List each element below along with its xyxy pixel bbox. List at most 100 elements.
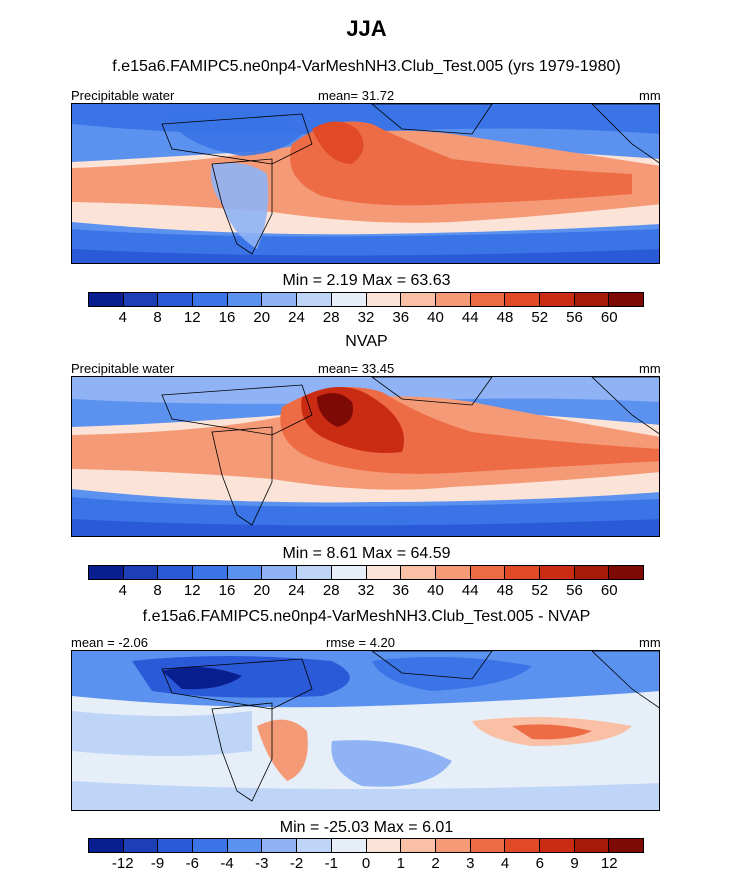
cbar-box	[574, 839, 610, 852]
cbar-box	[193, 293, 228, 306]
tick-label: -3	[255, 855, 269, 872]
panel-3-map-field	[72, 651, 659, 810]
cbar-box	[158, 293, 194, 306]
panel-2-mean-label: mean= 33.45	[318, 361, 395, 376]
panel-1-colorbar	[88, 292, 644, 307]
cbar-box	[539, 839, 575, 852]
cbar-box	[89, 839, 124, 852]
tick-label: 3	[466, 855, 475, 872]
cbar-box	[123, 839, 159, 852]
cbar-box	[366, 566, 402, 579]
panel-1-map-field	[72, 104, 659, 263]
cbar-box	[227, 839, 263, 852]
cbar-box	[262, 293, 298, 306]
cbar-box	[435, 293, 471, 306]
panel-3-colorbar	[88, 838, 644, 853]
tick-label: -9	[150, 855, 165, 872]
panel-3-units-label: mm	[639, 635, 661, 650]
tick-label: 48	[496, 582, 514, 599]
cbar-box	[331, 293, 367, 306]
cbar-box	[470, 566, 506, 579]
panel-2-title: NVAP	[345, 333, 388, 350]
cbar-box	[158, 566, 194, 579]
cbar-box	[505, 839, 540, 852]
cbar-box	[123, 293, 159, 306]
panel-2-map-field	[72, 377, 659, 536]
tick-label: 40	[427, 582, 444, 599]
tick-label: -2	[289, 855, 304, 872]
cbar-box	[297, 566, 332, 579]
panel-2-minmax: Min = 8.61 Max = 64.59	[282, 545, 451, 562]
tick-label: 36	[392, 582, 410, 599]
panel-3-minmax: Min = -25.03 Max = 6.01	[279, 819, 454, 836]
tick-label: 44	[461, 309, 479, 326]
tick-label: -4	[220, 855, 234, 872]
cbar-box	[401, 566, 436, 579]
tick-label: 0	[361, 855, 371, 872]
tick-label: 8	[153, 582, 162, 599]
cbar-box	[227, 566, 263, 579]
cbar-box	[297, 839, 332, 852]
panel-2-colorbar-labels: 4 8 12 16 20 24 28 32 36 40 44 48 52 56 …	[88, 582, 644, 600]
panel-3-rmse-label: rmse = 4.20	[326, 635, 396, 650]
tick-label: 4	[118, 309, 127, 326]
cbar-box	[262, 839, 298, 852]
cbar-box	[609, 839, 643, 852]
tick-label: 12	[183, 582, 201, 599]
cbar-box	[539, 566, 575, 579]
tick-label: 8	[153, 309, 162, 326]
panel-2-left-label: Precipitable water	[71, 361, 175, 376]
tick-label: 24	[288, 309, 305, 326]
cbar-box	[609, 566, 643, 579]
tick-label: 1	[396, 855, 405, 872]
tick-label: 32	[357, 309, 375, 326]
cbar-box	[574, 566, 610, 579]
panel-3-title: f.e15a6.FAMIPC5.ne0np4-VarMeshNH3.Club_T…	[142, 608, 591, 625]
panel-1-left-label: Precipitable water	[71, 88, 175, 103]
tick-label: 36	[392, 309, 410, 326]
tick-label: 6	[535, 855, 544, 872]
tick-label: 12	[600, 855, 618, 872]
cbar-box	[435, 839, 471, 852]
panel-1-map	[71, 103, 660, 264]
cbar-box	[505, 293, 540, 306]
panel-1-minmax: Min = 2.19 Max = 63.63	[282, 272, 451, 289]
tick-label: 12	[183, 309, 201, 326]
cbar-box	[366, 839, 402, 852]
tick-label: 56	[566, 582, 583, 599]
tick-label: 20	[253, 309, 271, 326]
panel-1-mean-label: mean= 31.72	[318, 88, 395, 103]
panel-3-colorbar-labels: -12 -9 -6 -4 -3 -2 -1 0 1 2 3 4 6 9 12	[88, 855, 644, 873]
cbar-box	[505, 566, 540, 579]
panel-2-colorbar	[88, 565, 644, 580]
tick-label: -6	[185, 855, 199, 872]
panel-2-units-label: mm	[639, 361, 661, 376]
cbar-box	[262, 566, 298, 579]
cbar-box	[89, 293, 124, 306]
cbar-box	[470, 293, 506, 306]
tick-label: 60	[600, 582, 618, 599]
tick-label: 16	[218, 309, 236, 326]
tick-label: 20	[253, 582, 271, 599]
tick-label: -12	[111, 855, 134, 872]
tick-label: 32	[357, 582, 375, 599]
panel-2-map	[71, 376, 660, 537]
tick-label: 52	[531, 582, 549, 599]
cbar-box	[366, 293, 402, 306]
cbar-box	[539, 293, 575, 306]
cbar-box	[123, 566, 159, 579]
cbar-box	[89, 566, 124, 579]
tick-label: 44	[461, 582, 479, 599]
tick-label: 16	[218, 582, 236, 599]
tick-label: 52	[531, 309, 549, 326]
panel-3-mean-label: mean = -2.06	[71, 635, 148, 650]
tick-label: 60	[600, 309, 618, 326]
cbar-box	[297, 293, 332, 306]
tick-label: 48	[496, 309, 514, 326]
cbar-box	[193, 839, 228, 852]
cbar-box	[331, 839, 367, 852]
panel-1-units-label: mm	[639, 88, 661, 103]
cbar-box	[331, 566, 367, 579]
tick-label: 56	[566, 309, 583, 326]
tick-label: -1	[324, 855, 338, 872]
